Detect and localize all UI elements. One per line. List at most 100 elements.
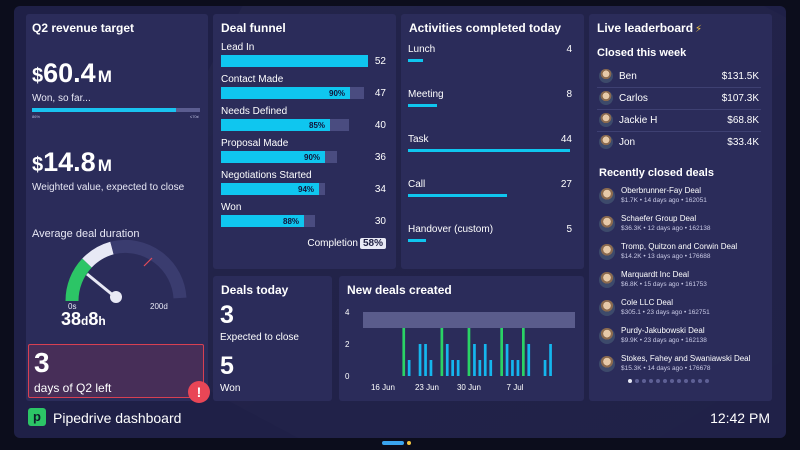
row-divider xyxy=(597,131,761,132)
deal-item[interactable]: Oberbrunner-Fay Deal $1.7K • 14 days ago … xyxy=(599,184,765,210)
completion-badge: 58% xyxy=(359,238,386,249)
deal-meta: $36.3K • 12 days ago • 162138 xyxy=(621,225,711,232)
leaderboard-amount: $107.3K xyxy=(721,93,759,104)
new-deals-bar xyxy=(483,344,487,376)
leaderboard-amount: $131.5K xyxy=(721,71,759,82)
new-deals-bar xyxy=(445,344,449,376)
leaderboard-title: Live leaderboard ⚡ xyxy=(597,21,703,35)
new-deals-bar xyxy=(440,328,444,376)
leaderboard-row: Jackie H $68.8K xyxy=(599,112,759,130)
carousel-dot[interactable] xyxy=(691,379,695,383)
carousel-dot[interactable] xyxy=(635,379,639,383)
row-divider xyxy=(597,109,761,110)
carousel-dot[interactable] xyxy=(705,379,709,383)
funnel-stage-bar: 88% xyxy=(221,215,315,227)
leaderboard-name: Jackie H xyxy=(619,115,658,126)
leaderboard-row: Ben $131.5K xyxy=(599,68,759,86)
new-deals-bar xyxy=(478,360,482,376)
expected-close-number: 3 xyxy=(220,301,234,329)
duration-value: 38d8h xyxy=(61,309,106,329)
row-divider xyxy=(597,87,761,88)
new-deals-chart: 0 2 4 16 Jun 23 Jun 30 Jun 7 Jul xyxy=(345,308,575,392)
funnel-stage-label: Negotiations Started xyxy=(221,170,312,181)
pipedrive-logo: p xyxy=(28,408,46,426)
y-tick-label: 4 xyxy=(345,308,350,317)
dashboard-title: Pipedrive dashboard xyxy=(53,410,182,426)
carousel-dot[interactable] xyxy=(698,379,702,383)
deal-item[interactable]: Purdy-Jakubowski Deal $9.9K • 23 days ago… xyxy=(599,324,765,350)
new-deals-bar xyxy=(429,360,433,376)
funnel-stage-count: 30 xyxy=(374,216,386,227)
deal-item[interactable]: Marquardt Inc Deal $6.8K • 15 days ago • … xyxy=(599,268,765,294)
won-today-number: 5 xyxy=(220,352,234,380)
funnel-stage-percent: 88% xyxy=(283,217,300,226)
carousel-dot[interactable] xyxy=(656,379,660,383)
gauge-max-label: 200d xyxy=(150,302,168,311)
clock: 12:42 PM xyxy=(710,410,770,426)
funnel-stage-label: Lead In xyxy=(221,42,255,53)
carousel-dot[interactable] xyxy=(684,379,688,383)
activity-bar xyxy=(408,194,507,197)
avatar xyxy=(599,328,615,344)
activity-count: 5 xyxy=(566,224,572,235)
warning-icon[interactable]: ! xyxy=(188,381,210,403)
carousel-dot[interactable] xyxy=(649,379,653,383)
won-label: Won, so far... xyxy=(32,93,91,104)
deal-name: Marquardt Inc Deal xyxy=(621,270,690,279)
x-tick-label: 16 Jun xyxy=(371,383,395,392)
carousel-dot[interactable] xyxy=(642,379,646,383)
carousel-dot[interactable] xyxy=(670,379,674,383)
x-tick-label: 30 Jun xyxy=(457,383,481,392)
leaderboard-row: Carlos $107.3K xyxy=(599,90,759,108)
deal-item[interactable]: Stokes, Fahey and Swaniawski Deal $15.3K … xyxy=(599,352,765,378)
deal-name: Schaefer Group Deal xyxy=(621,214,697,223)
leaderboard-panel: Live leaderboard ⚡ Closed this week Ben $1… xyxy=(589,14,772,401)
weighted-label: Weighted value, expected to close xyxy=(32,182,185,193)
carousel-dot[interactable] xyxy=(663,379,667,383)
funnel-stage-label: Contact Made xyxy=(221,74,284,85)
status-dot xyxy=(407,441,411,445)
activity-label: Task xyxy=(408,134,429,145)
funnel-stage-bar: 90% xyxy=(221,151,337,163)
deal-item[interactable]: Schaefer Group Deal $36.3K • 12 days ago … xyxy=(599,212,765,238)
funnel-stage-count: 47 xyxy=(374,88,386,99)
funnel-stage-count: 34 xyxy=(374,184,386,195)
deal-item[interactable]: Cole LLC Deal $305.1 • 23 days ago • 1627… xyxy=(599,296,765,322)
activity-bar xyxy=(408,59,423,62)
closed-week-title: Closed this week xyxy=(597,47,687,59)
deal-item[interactable]: Tromp, Quitzon and Corwin Deal $14.2K • 1… xyxy=(599,240,765,266)
carousel-dot[interactable] xyxy=(677,379,681,383)
new-deals-bar xyxy=(418,344,422,376)
funnel-stage-fill xyxy=(221,151,325,163)
new-deals-bar xyxy=(489,360,493,376)
q2-panel-title: Q2 revenue target xyxy=(32,21,135,35)
deal-name: Oberbrunner-Fay Deal xyxy=(621,186,702,195)
new-deals-bar xyxy=(407,360,411,376)
won-today-label: Won xyxy=(220,383,241,394)
deal-meta: $14.2K • 13 days ago • 176688 xyxy=(621,253,711,260)
days-left-alert: 3 days of Q2 left xyxy=(28,344,204,398)
new-deals-bar xyxy=(402,328,406,376)
new-deals-bar xyxy=(467,328,471,376)
q2-revenue-panel: Q2 revenue target $60.4 M Won, so far... … xyxy=(26,14,208,401)
gauge-min-label: 0s xyxy=(68,302,77,311)
funnel-stage-fill xyxy=(221,183,319,195)
expected-close-label: Expected to close xyxy=(220,332,299,343)
progress-right-label: ≤70≠ xyxy=(190,114,199,119)
x-tick-label: 7 Jul xyxy=(507,383,524,392)
avatar xyxy=(599,300,615,316)
activity-count: 4 xyxy=(566,44,572,55)
funnel-stage-bar xyxy=(221,55,368,67)
deal-name: Tromp, Quitzon and Corwin Deal xyxy=(621,242,738,251)
funnel-stage-label: Won xyxy=(221,202,242,213)
leaderboard-row: Jon $33.4K xyxy=(599,134,759,152)
new-deals-bar xyxy=(505,344,509,376)
funnel-stage-percent: 90% xyxy=(304,153,321,162)
carousel-dot[interactable] xyxy=(628,379,632,383)
deals-today-title: Deals today xyxy=(221,283,289,297)
target-progress-bar xyxy=(32,108,200,112)
y-tick-label: 0 xyxy=(345,372,350,381)
funnel-stage-count: 36 xyxy=(374,152,386,163)
avatar xyxy=(599,216,615,232)
deal-meta: $6.8K • 15 days ago • 161753 xyxy=(621,281,707,288)
